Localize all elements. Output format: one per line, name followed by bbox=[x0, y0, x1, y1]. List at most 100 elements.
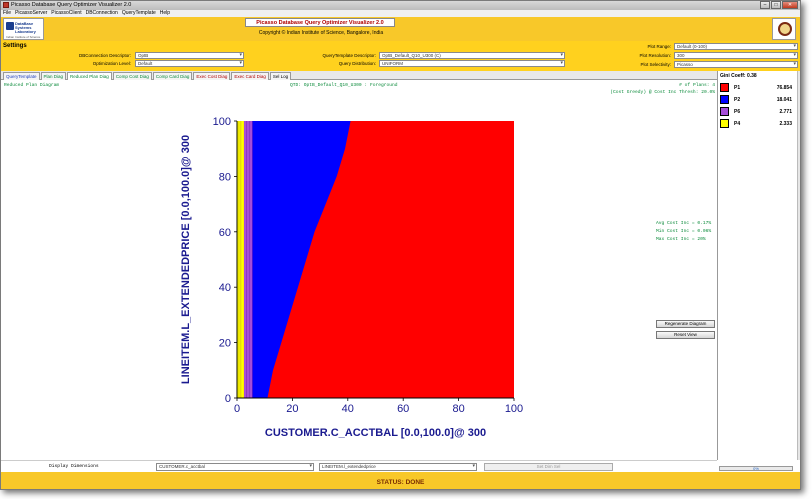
window-controls: – □ ✕ bbox=[760, 1, 798, 10]
plan-region-p2 bbox=[252, 121, 351, 398]
close-icon[interactable]: ✕ bbox=[782, 1, 798, 9]
plan-legend: Gini Coeff: 0.38 P1 76.854 P2 18.041 P6 2.771… bbox=[717, 71, 800, 460]
legend-plan-value: 2.333 bbox=[779, 121, 792, 127]
min-cost-inc: Min Cost Inc = 0.06% bbox=[656, 229, 712, 234]
dsl-logo-subtext: Indian Institute of Science bbox=[6, 35, 41, 39]
opt-level-label: Optimization Level: bbox=[92, 61, 131, 66]
iisc-seal-icon bbox=[778, 22, 792, 36]
legend-item-p2[interactable]: P2 18.041 bbox=[720, 95, 794, 105]
plot-selectivity-label: Plot Selectivity: bbox=[640, 62, 671, 67]
legend-swatch bbox=[720, 83, 729, 92]
max-cost-inc: Max Cost Inc = 20% bbox=[656, 237, 706, 242]
num-plans: # of Plans: 4 bbox=[679, 83, 715, 88]
regenerate-diagram-button[interactable]: Regenerate Diagram bbox=[656, 320, 715, 328]
reset-view-button[interactable]: Reset View bbox=[656, 331, 715, 339]
tab-sel-log[interactable]: Sel Log bbox=[269, 72, 292, 80]
query-template-select[interactable]: OptB_Default_Q10_U300 (C) bbox=[379, 52, 565, 59]
legend-scrollbar[interactable] bbox=[797, 71, 800, 460]
dsl-logo-text: DataBase Systems Laboratory bbox=[15, 21, 36, 34]
plan-region-p6 bbox=[243, 121, 253, 398]
set-dim-sel-button[interactable]: Set Dim Sel bbox=[484, 463, 613, 471]
display-dimensions-bar: Display Dimensions CUSTOMER.c_acctbal LI… bbox=[1, 460, 717, 472]
tab-plan-diag[interactable]: Plan Diag bbox=[40, 72, 67, 80]
status-bar: STATUS: DONE bbox=[1, 472, 800, 489]
legend-swatch bbox=[720, 119, 729, 128]
tab-query-template[interactable]: QueryTemplate bbox=[3, 72, 40, 80]
gini-coefficient: Gini Coeff: 0.38 bbox=[720, 73, 757, 79]
settings-heading: Settings bbox=[3, 43, 27, 49]
menu-picasso-client[interactable]: PicassoClient bbox=[51, 10, 82, 16]
x-tick-label: 0 bbox=[234, 403, 240, 415]
menu-file[interactable]: File bbox=[3, 10, 12, 16]
window-title: Picasso Database Query Optimizer Visuali… bbox=[11, 2, 132, 8]
legend-plan-name: P1 bbox=[734, 85, 741, 91]
query-template-info: QTD: OptB_Default_Q10_U300 : Foreground bbox=[290, 83, 398, 88]
legend-plan-value: 76.854 bbox=[776, 85, 792, 91]
x-tick-label: 80 bbox=[452, 403, 464, 415]
y-tick-label: 100 bbox=[213, 116, 231, 128]
legend-plan-value: 2.771 bbox=[779, 109, 792, 115]
diagram-name: Reduced Plan Diagram bbox=[4, 83, 60, 88]
plot-area: Reduced Plan Diagram QTD: OptB_Default_Q… bbox=[1, 80, 717, 460]
query-dist-label: Query Distribution: bbox=[338, 61, 376, 66]
tab-exec-card-diag[interactable]: Exec Card Diag bbox=[231, 72, 269, 80]
dsl-logo: DataBase Systems Laboratory Indian Insti… bbox=[3, 18, 44, 40]
legend-item-p4[interactable]: P4 2.333 bbox=[720, 119, 794, 129]
plan-region-p4 bbox=[237, 121, 244, 398]
menu-bar: File PicassoServer PicassoClient DBConne… bbox=[1, 10, 800, 17]
db-connection-label: DBConnection Descriptor: bbox=[78, 53, 131, 58]
db-connection-select[interactable]: OptB bbox=[135, 52, 244, 59]
query-template-label: QueryTemplate Descriptor: bbox=[322, 53, 376, 58]
diagram-tabs: QueryTemplate Plan Diag Reduced Plan Dia… bbox=[1, 71, 717, 81]
x-tick-label: 100 bbox=[505, 403, 523, 415]
legend-plan-value: 18.041 bbox=[776, 97, 792, 103]
y-tick-label: 40 bbox=[219, 282, 231, 294]
menu-picasso-server[interactable]: PicassoServer bbox=[15, 10, 48, 16]
dimension-2-select[interactable]: LINEITEM.l_extendedprice bbox=[319, 463, 477, 471]
copyright-text: Copyright © Indian Institute of Science,… bbox=[258, 30, 384, 36]
query-dist-select[interactable]: UNIFORM bbox=[379, 60, 565, 67]
legend-swatch bbox=[720, 107, 729, 116]
menu-query-template[interactable]: QueryTemplate bbox=[121, 10, 156, 16]
x-axis-label: CUSTOMER.C_ACCTBAL [0.0,100.0]@ 300 bbox=[265, 427, 486, 439]
menu-help[interactable]: Help bbox=[159, 10, 171, 16]
legend-plan-name: P6 bbox=[734, 109, 741, 115]
cost-greedy-info: (Cost Greedy) @ Cost Inc Thresh: 20.0% bbox=[610, 90, 715, 95]
tab-exec-cost-diag[interactable]: Exec Cost Diag bbox=[193, 72, 231, 80]
y-tick-label: 80 bbox=[219, 171, 231, 183]
plot-range-label: Plot Range: bbox=[647, 44, 671, 49]
dimension-1-select[interactable]: CUSTOMER.c_acctbal bbox=[156, 463, 314, 471]
tab-reduced-plan-diag[interactable]: Reduced Plan Diag bbox=[67, 72, 112, 81]
plot-selectivity-select[interactable]: Picasso bbox=[674, 61, 798, 68]
y-tick-label: 0 bbox=[225, 393, 231, 405]
progress-bar: 0% bbox=[719, 466, 793, 471]
progress-area: 0% bbox=[717, 460, 800, 472]
app-banner: Picasso Database Query Optimizer Visuali… bbox=[245, 18, 395, 27]
app-icon bbox=[3, 2, 9, 8]
maximize-icon[interactable]: □ bbox=[771, 1, 781, 9]
dsl-logo-icon bbox=[6, 22, 14, 30]
plot-resolution-select[interactable]: 300 bbox=[674, 52, 798, 59]
avg-cost-inc: Avg Cost Inc = 0.17% bbox=[656, 221, 712, 226]
plot-range-select[interactable]: Default (0-100) bbox=[674, 43, 798, 50]
y-axis-label: LINEITEM.L_EXTENDEDPRICE [0.0,100.0]@ 30… bbox=[180, 135, 192, 384]
iisc-logo bbox=[772, 18, 796, 40]
x-tick-label: 20 bbox=[286, 403, 298, 415]
tab-comp-card-diag[interactable]: Comp Card Diag bbox=[152, 72, 193, 80]
x-tick-label: 60 bbox=[397, 403, 409, 415]
tab-comp-cost-diag[interactable]: Comp Cost Diag bbox=[112, 72, 152, 80]
opt-level-select[interactable]: Default bbox=[135, 60, 244, 67]
minimize-icon[interactable]: – bbox=[760, 1, 770, 9]
legend-item-p6[interactable]: P6 2.771 bbox=[720, 107, 794, 117]
reduced-plan-diagram[interactable]: 0 20 40 60 80 100 0 20 40 60 80 100 CUSTOMER.C_ACCTB… bbox=[1, 80, 717, 460]
app-header: DataBase Systems Laboratory Indian Insti… bbox=[1, 17, 800, 41]
plot-resolution-label: Plot Resolution: bbox=[639, 53, 671, 58]
legend-item-p1[interactable]: P1 76.854 bbox=[720, 83, 794, 93]
legend-plan-name: P4 bbox=[734, 121, 741, 127]
settings-panel: Settings DBConnection Descriptor: OptB O… bbox=[1, 41, 800, 71]
app-window: Picasso Database Query Optimizer Visuali… bbox=[0, 0, 801, 490]
y-tick-label: 20 bbox=[219, 338, 231, 350]
legend-plan-name: P2 bbox=[734, 97, 741, 103]
title-bar: Picasso Database Query Optimizer Visuali… bbox=[1, 1, 800, 10]
menu-db-connection[interactable]: DBConnection bbox=[85, 10, 118, 16]
